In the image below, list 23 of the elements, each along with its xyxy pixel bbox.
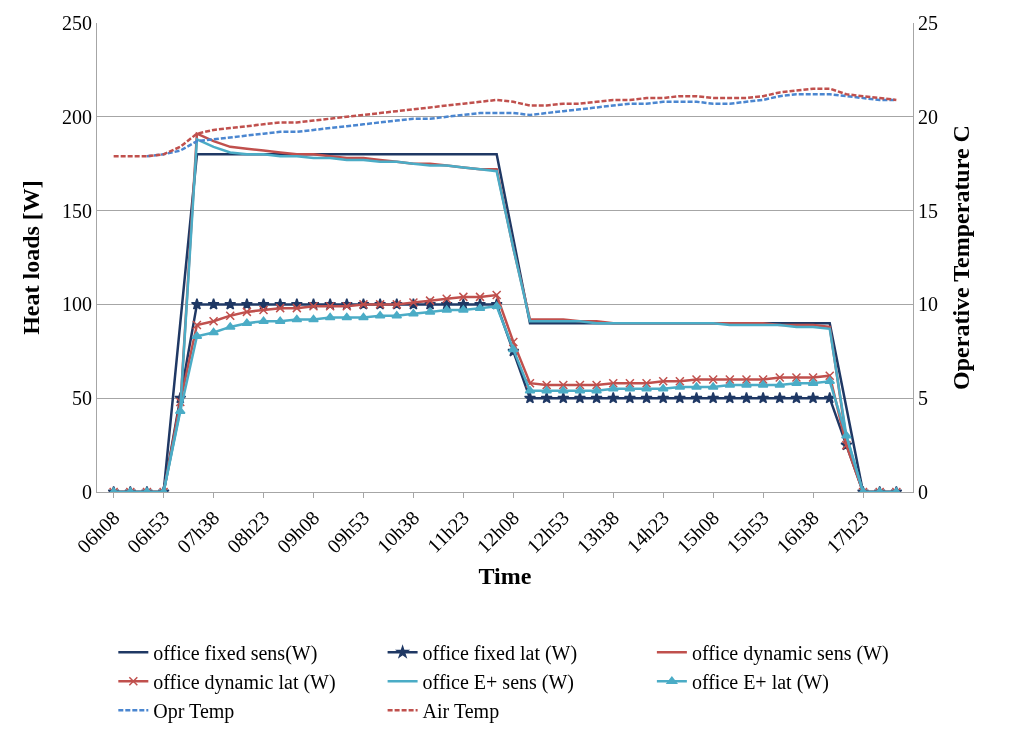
y2-tick-label: 0 [918,481,928,503]
y-tick-label: 150 [62,199,92,222]
legend-label: office dynamic sens (W) [691,642,889,665]
legend-label: office E+ lat (W) [691,671,829,694]
y-tick-label: 50 [72,387,92,410]
legend-label: Opr Temp [153,700,235,723]
legend-label: Air Temp [422,700,500,723]
x-axis-title: Time [478,562,532,589]
y2-tick-label: 25 [918,12,938,34]
legend-label: office fixed sens(W) [153,642,318,665]
y-tick-label: 100 [62,293,92,316]
y2-axis-title: Operative Temperature C [948,125,975,390]
y-tick-label: 200 [62,105,92,128]
y-tick-label: 250 [62,12,92,34]
y2-tick-label: 5 [918,387,928,410]
y2-tick-label: 20 [918,105,938,128]
y-tick-label: 0 [82,481,92,503]
legend-label: office fixed lat (W) [422,642,578,665]
y2-tick-label: 10 [918,293,938,316]
y-axis-title: Heat loads [W] [18,180,45,335]
legend-label: office dynamic lat (W) [153,671,336,694]
y2-tick-label: 15 [918,199,938,222]
legend-label: office E+ sens (W) [422,671,575,694]
